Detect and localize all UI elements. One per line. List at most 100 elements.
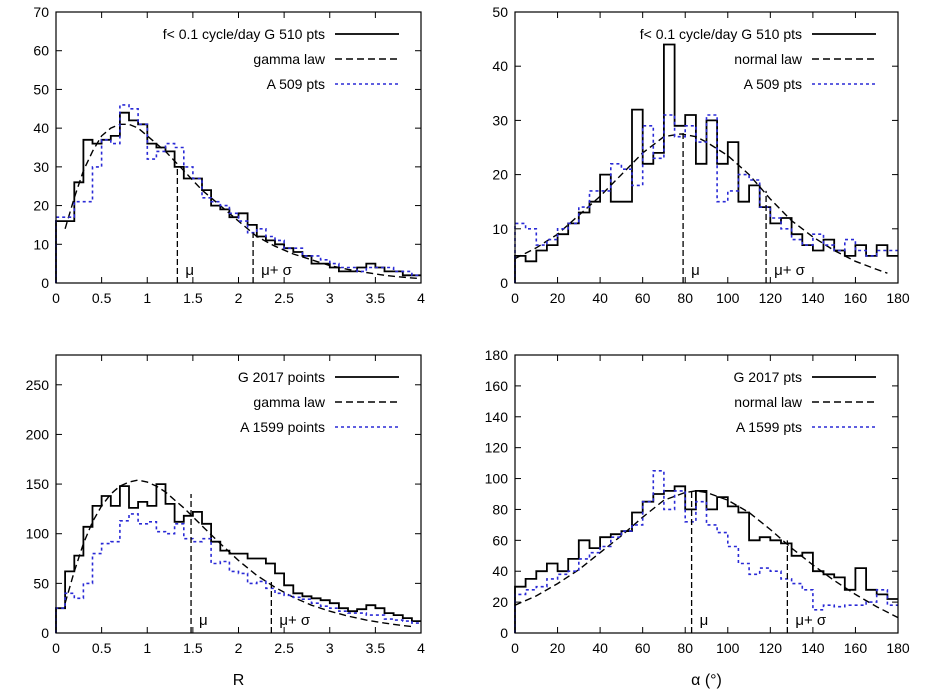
x-tick-label: 140 [801, 290, 825, 306]
y-tick-label: 20 [33, 198, 49, 214]
series-dashed-line [514, 490, 899, 619]
series-dotted-line [55, 513, 421, 633]
legend-label: gamma law [253, 51, 325, 67]
x-tick-label: 1 [143, 290, 151, 306]
x-axis-label: R [233, 672, 245, 689]
plot-frame [514, 354, 899, 634]
x-tick-label: 120 [759, 640, 783, 656]
plot-frame [55, 354, 422, 634]
x-tick-label: 180 [886, 640, 910, 656]
series-dashed-line [64, 123, 422, 280]
plot-frame [514, 11, 899, 284]
marker-label: μ [700, 612, 709, 629]
legend-label: A 1599 pts [736, 419, 802, 435]
x-tick-label: 0 [511, 290, 519, 306]
legend-label: G 2017 points [238, 369, 325, 385]
y-tick-label: 160 [485, 378, 509, 394]
legend-label: A 509 pts [267, 76, 325, 92]
series-solid-line [55, 483, 421, 633]
panel-4: 0 20 40 60 80 100 120 140 160 180 0 20 40 60 80 100 120 1… [485, 347, 910, 689]
x-tick-label: 180 [886, 290, 910, 306]
series-solid-line [514, 485, 898, 633]
y-tick-label: 70 [33, 4, 49, 20]
series-dotted-line [514, 114, 898, 283]
x-tick-label: 160 [844, 640, 868, 656]
y-tick-label: 180 [485, 347, 509, 363]
marker-label: μ [199, 612, 208, 629]
y-tick-label: 50 [33, 575, 49, 591]
y-tick-label: 140 [485, 409, 509, 425]
legend-label: f< 0.1 cycle/day G 510 pts [163, 26, 325, 42]
x-tick-label: 60 [635, 290, 651, 306]
x-tick-label: 80 [677, 640, 693, 656]
x-tick-label: 160 [844, 290, 868, 306]
y-tick-label: 20 [492, 594, 508, 610]
y-tick-label: 100 [485, 471, 509, 487]
x-tick-label: 2.5 [274, 290, 294, 306]
x-tick-label: 40 [592, 290, 608, 306]
legend-label: normal law [734, 394, 803, 410]
x-tick-label: 3.5 [366, 640, 386, 656]
x-tick-label: 4 [417, 640, 425, 656]
y-tick-label: 50 [33, 81, 49, 97]
y-tick-label: 50 [492, 4, 508, 20]
x-tick-label: 2 [235, 640, 243, 656]
series-dotted-line [55, 104, 421, 283]
x-tick-label: 0.5 [92, 640, 112, 656]
x-tick-label: 1.5 [183, 290, 203, 306]
legend-label: A 509 pts [744, 76, 802, 92]
series-solid-line [514, 43, 898, 283]
series-solid-line [55, 111, 421, 283]
y-tick-label: 20 [492, 167, 508, 183]
y-tick-label: 60 [492, 532, 508, 548]
x-tick-label: 3 [326, 290, 334, 306]
legend-label: G 2017 pts [734, 369, 803, 385]
marker-label: μ+ σ [279, 612, 311, 629]
y-tick-label: 120 [485, 440, 509, 456]
x-tick-label: 20 [550, 290, 566, 306]
x-tick-label: 0 [52, 290, 60, 306]
y-tick-label: 0 [500, 625, 508, 641]
y-tick-label: 150 [26, 476, 50, 492]
series-dotted-line [514, 470, 898, 633]
y-tick-label: 40 [492, 58, 508, 74]
x-tick-label: 120 [759, 290, 783, 306]
y-tick-label: 0 [500, 275, 508, 291]
y-tick-label: 30 [492, 112, 508, 128]
y-tick-label: 0 [41, 625, 49, 641]
x-tick-label: 0 [511, 640, 519, 656]
y-tick-label: 40 [492, 563, 508, 579]
panel-2: 0 20 40 60 80 100 120 140 160 180 0 10 20 30 40 50 f< 0.… [492, 4, 909, 306]
y-tick-label: 250 [26, 377, 50, 393]
x-tick-label: 20 [550, 640, 566, 656]
x-tick-label: 0.5 [92, 290, 112, 306]
y-tick-label: 60 [33, 43, 49, 59]
x-tick-label: 1.5 [183, 640, 203, 656]
x-tick-label: 0 [52, 640, 60, 656]
x-tick-label: 2.5 [274, 640, 294, 656]
x-tick-label: 100 [716, 290, 740, 306]
marker-label: μ+ σ [261, 262, 293, 279]
legend-label: gamma law [253, 394, 325, 410]
y-tick-label: 200 [26, 426, 50, 442]
x-tick-label: 100 [716, 640, 740, 656]
x-tick-label: 3.5 [366, 290, 386, 306]
x-tick-label: 2 [235, 290, 243, 306]
x-tick-label: 4 [417, 290, 425, 306]
y-tick-label: 10 [33, 236, 49, 252]
y-tick-label: 80 [492, 501, 508, 517]
marker-label: μ [185, 262, 194, 279]
legend-label: A 1599 points [240, 419, 325, 435]
y-tick-label: 30 [33, 159, 49, 175]
x-tick-label: 3 [326, 640, 334, 656]
marker-label: μ [691, 262, 700, 279]
x-tick-label: 40 [592, 640, 608, 656]
x-axis-label: α (°) [691, 672, 722, 689]
series-dashed-line [514, 133, 888, 274]
plot-frame [55, 11, 422, 284]
y-tick-label: 100 [26, 526, 50, 542]
series-dashed-line [64, 479, 412, 628]
x-tick-label: 1 [143, 640, 151, 656]
